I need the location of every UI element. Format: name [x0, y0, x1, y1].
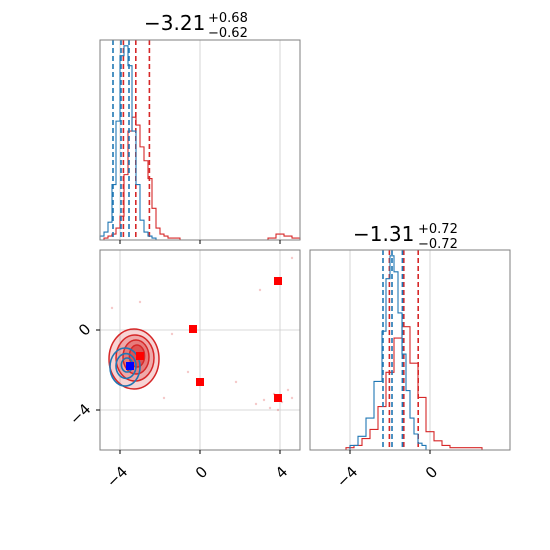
marginal-0-hist-red: [100, 116, 301, 241]
joint-xtick-label-2: 4: [272, 463, 291, 482]
title-0-upper: +0.68: [208, 11, 248, 26]
joint-scatter-point-9: [186, 370, 190, 374]
joint-scatter-point-8: [234, 380, 238, 384]
title-param-1: −1.31 +0.72 −0.72: [353, 222, 458, 252]
title-0-lower: −0.62: [208, 26, 248, 41]
joint-scatter-point-5: [276, 408, 280, 412]
title-0-median: −3.21: [144, 11, 205, 35]
joint-scatter-point-13: [290, 256, 294, 260]
joint-blue-marker-0: [126, 362, 134, 370]
joint-scatter-point-12: [138, 300, 142, 304]
joint-blue-contour-0: [109, 347, 141, 387]
joint-red-marker-0: [274, 277, 282, 285]
title-1-upper: +0.72: [418, 222, 458, 237]
joint-blue-contour-1: [115, 352, 137, 380]
marginal-0-hist-blue: [99, 45, 300, 241]
joint-scatter-point-7: [290, 396, 294, 400]
joint-scatter-point-6: [254, 402, 258, 406]
joint-ytick-label-1: 0: [75, 320, 94, 339]
joint-red-marker-2: [196, 378, 204, 386]
joint-xtick-label-1: 0: [192, 463, 211, 482]
joint-red-marker-4: [136, 352, 144, 360]
title-1-median: −1.31: [353, 222, 414, 246]
joint-ytick-label-0: −4: [66, 400, 94, 428]
joint-xtick-label-0: −4: [103, 463, 131, 491]
joint-panel: −4 0 4 −4 0: [66, 249, 301, 491]
joint-scatter-point-14: [258, 288, 262, 292]
title-param-0: −3.21 +0.68 −0.62: [144, 11, 248, 41]
marginal-1-xtick-label-1: 0: [422, 463, 441, 482]
marginal-1-xtick-label-0: −4: [333, 463, 361, 491]
joint-scatter-point-10: [170, 332, 174, 336]
marginal-1-hist-red: [310, 326, 510, 451]
title-1-lower: −0.72: [418, 237, 458, 252]
marginal-1-frame: [309, 249, 511, 451]
joint-red-marker-3: [274, 394, 282, 402]
joint-scatter-point-15: [162, 396, 166, 400]
marginal-panel-param-0: [99, 39, 301, 244]
joint-scatter-point-3: [286, 388, 290, 392]
marginal-panel-param-1: −4 0: [309, 249, 511, 491]
joint-red-marker-1: [189, 325, 197, 333]
joint-scatter-point-4: [262, 398, 266, 402]
joint-scatter-point-2: [268, 406, 272, 410]
marginal-1-hist-blue: [310, 255, 510, 451]
joint-scatter-point-11: [110, 306, 114, 310]
